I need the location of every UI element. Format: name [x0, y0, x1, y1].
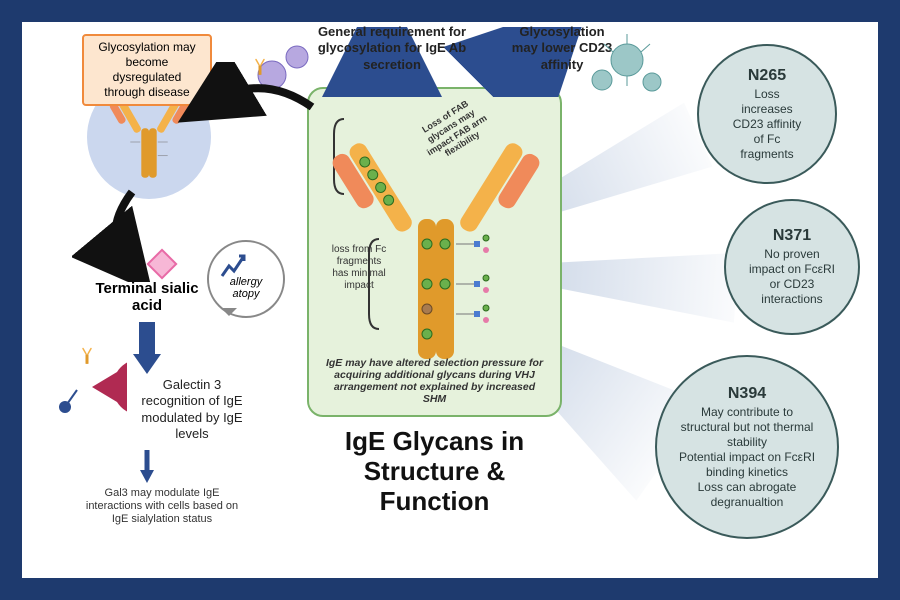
down-arrow-galectin — [127, 322, 167, 377]
gal3-pacman-icon — [47, 342, 127, 422]
node-n265-body: Loss increases CD23 affinity of Fc fragm… — [733, 87, 801, 162]
main-title: IgE Glycans in Structure & Function — [307, 427, 562, 517]
down-arrow-gal3footer — [137, 450, 157, 485]
gal3-footer: Gal3 may modulate IgE interactions with … — [67, 487, 257, 527]
diagram-frame: Loss of FAB glycans may impact FAB arm f… — [0, 0, 900, 600]
node-n371-body: No proven impact on FcεRI or CD23 intera… — [749, 247, 835, 307]
galectin-text: Galectin 3 recognition of IgE modulated … — [122, 377, 262, 442]
node-n394-body: May contribute to structural but not the… — [679, 405, 815, 510]
cd23-cells-icon — [582, 30, 672, 100]
node-n265-title: N265 — [748, 67, 786, 85]
trend-up-icon — [219, 252, 247, 280]
central-panel: Loss of FAB glycans may impact FAB arm f… — [307, 87, 562, 417]
left-curved-arrows — [72, 62, 332, 282]
node-n371: N371 No proven impact on FcεRI or CD23 i… — [724, 199, 860, 335]
panel-bottom-note: IgE may have altered selection pressure … — [323, 357, 546, 405]
node-n394-title: N394 — [728, 385, 766, 403]
terminal-sialic-label: Terminal sialic acid — [77, 280, 217, 314]
node-n394: N394 May contribute to structural but no… — [655, 355, 839, 539]
node-n265: N265 Loss increases CD23 affinity of Fc … — [697, 44, 837, 184]
fc-note: loss from Fc fragments has minimal impac… — [329, 244, 389, 292]
allergy-bubble: allergy atopy — [207, 240, 285, 318]
node-n371-title: N371 — [773, 227, 811, 245]
sialic-diamond-icon — [145, 247, 179, 281]
